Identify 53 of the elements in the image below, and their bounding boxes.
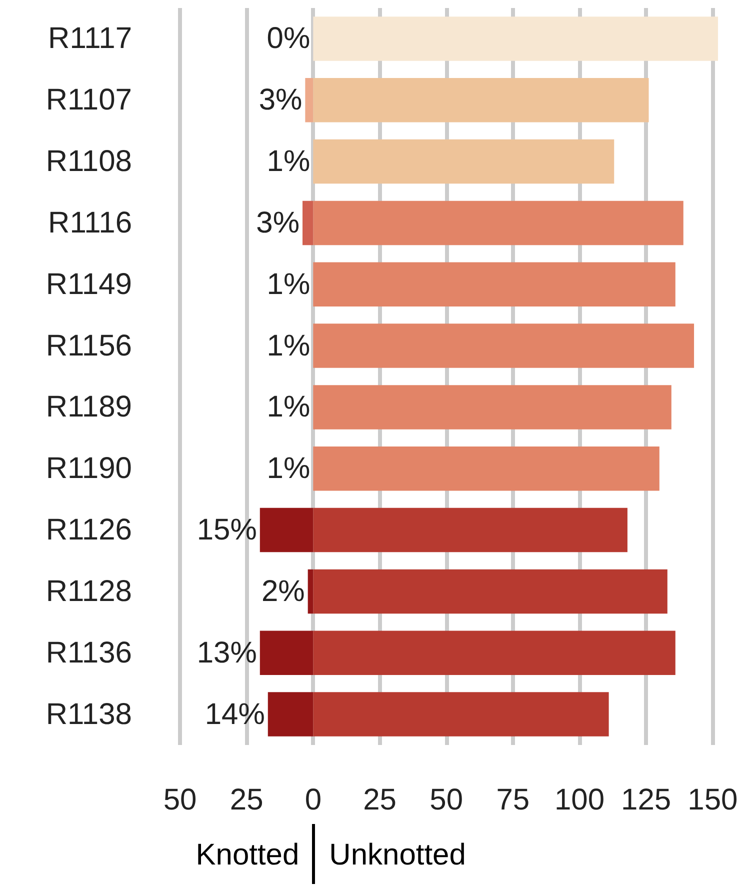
x-tick-label: 25: [230, 784, 264, 816]
bar: [313, 446, 660, 491]
bar: [302, 200, 314, 246]
y-tick-label: R1190: [46, 452, 132, 486]
y-tick-label: R1149: [46, 268, 132, 301]
y-tick-label: R1136: [46, 636, 132, 670]
annotation: 3%: [258, 84, 302, 117]
x-tick-label: 75: [496, 784, 530, 816]
x-tick-label: 25: [363, 784, 396, 816]
y-tick-label: R1117: [48, 22, 132, 56]
annotation: 0%: [266, 22, 310, 56]
bar: [313, 78, 649, 122]
y-tick-label: R1126: [46, 514, 132, 547]
y-tick-label: R1128: [46, 574, 132, 608]
annotation: 13%: [196, 636, 257, 670]
x-tick-label: 0: [304, 784, 322, 816]
annotation: 15%: [196, 514, 257, 547]
bar: [313, 262, 676, 306]
bar: [313, 139, 614, 184]
text: Unknotted: [329, 838, 466, 872]
y-tick-label: R1189: [46, 390, 132, 424]
annotation: 1%: [266, 452, 310, 486]
bar: [313, 200, 684, 246]
annotation: 1%: [266, 390, 310, 424]
annotation: 1%: [266, 268, 310, 301]
bar: [268, 692, 314, 736]
annotation: 2%: [261, 574, 305, 608]
x-tick-label: 150: [688, 784, 738, 816]
y-tick-label: R1107: [46, 84, 132, 117]
x-tick-label: 50: [430, 784, 464, 816]
bar: [305, 78, 314, 122]
bar: [313, 692, 609, 736]
annotation: 3%: [256, 206, 300, 240]
text: Knotted: [196, 838, 300, 872]
x-tick-label: 125: [621, 784, 672, 816]
annotation: 1%: [266, 329, 310, 362]
bar: [308, 569, 314, 614]
annotation: 14%: [204, 698, 265, 731]
bar: [313, 16, 718, 61]
bar: [260, 630, 314, 675]
y-tick-label: R1116: [48, 206, 132, 240]
bar: [313, 324, 694, 368]
bar: [313, 630, 676, 675]
bar: [313, 508, 628, 552]
bar: [313, 569, 668, 614]
x-tick-label: 50: [163, 784, 197, 816]
bar: [313, 385, 672, 430]
bar: [260, 508, 314, 552]
y-tick-label: R1156: [46, 329, 132, 362]
annotation: 1%: [266, 145, 310, 178]
y-tick-label: R1138: [46, 698, 132, 731]
x-tick-label: 100: [554, 784, 605, 816]
y-tick-label: R1108: [46, 145, 132, 178]
